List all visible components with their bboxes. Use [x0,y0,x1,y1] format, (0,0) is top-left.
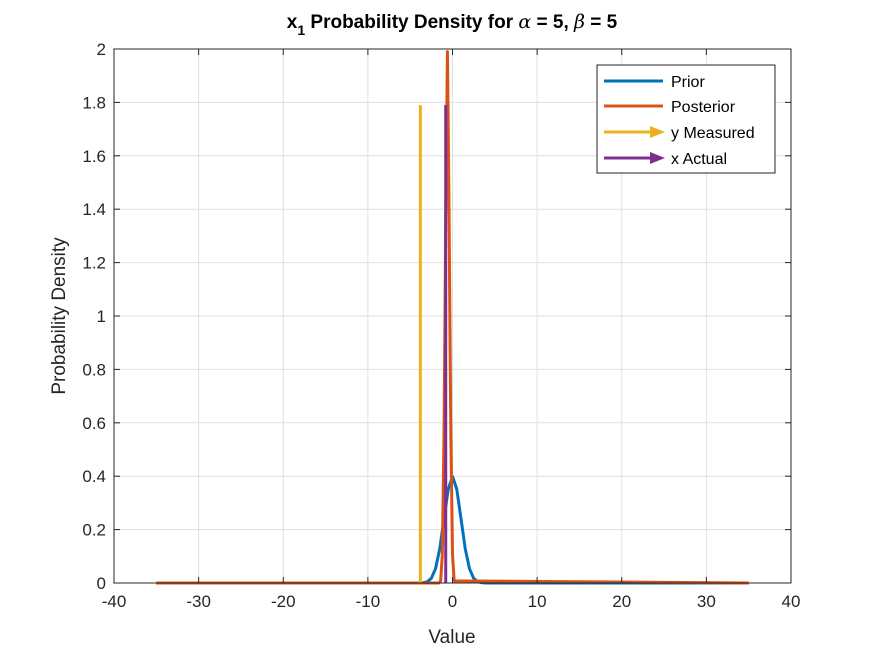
title-beta: β [573,11,585,33]
legend: Prior Posterior y Measured x Actual [596,64,776,174]
legend-label-y-measured: y Measured [671,125,755,142]
y-axis-label: Probability Density [49,237,70,395]
x-tick-label: -40 [102,592,127,611]
y-tick-label: 1.2 [82,254,106,273]
legend-box [596,64,776,174]
x-axis-label: Value [428,627,475,648]
y-tick-label: 1.8 [82,93,106,112]
x-tick-label: -10 [356,592,381,611]
y-tick-label: 1.6 [82,147,106,166]
title-text3: = 5 [585,12,618,33]
y-tick-label: 0.6 [82,414,106,433]
y-tick-label: 0.4 [82,467,106,486]
x-tick-label: 10 [528,592,547,611]
legend-arrowhead-x-actual [650,152,665,164]
y-tick-label: 2 [97,40,106,59]
legend-arrowhead-y-measured [650,126,665,138]
x-tick-label: -30 [186,592,211,611]
x-tick-label: 0 [448,592,457,611]
y-tick-label: 0 [97,574,106,593]
title-subscript: 1 [297,22,305,38]
title-text2: = 5, [531,12,574,33]
legend-label-posterior: Posterior [671,99,736,116]
legend-label-prior: Prior [671,74,705,91]
plot-series [156,50,749,585]
y-tick-label: 1 [97,307,106,326]
axis-ticks: -40 -30 -20 -10 0 10 20 30 40 0 0.2 0.4 0.6 0.8 1 1.2 1.… [82,40,800,611]
title-text1: Probability Density for [305,12,518,33]
y-tick-label: 1.4 [82,200,106,219]
series-line-posterior [156,50,749,585]
x-tick-label: -20 [271,592,296,611]
y-tick-label: 0.2 [82,521,106,540]
title-main: x [287,12,298,33]
title-alpha: α [518,11,531,33]
y-tick-label: 0.8 [82,360,106,379]
chart-title: x1 Probability Density for α = 5, β = 5 [287,11,618,38]
x-tick-label: 30 [697,592,716,611]
legend-label-x-actual: x Actual [671,151,727,168]
x-tick-label: 20 [612,592,631,611]
x-tick-label: 40 [782,592,801,611]
